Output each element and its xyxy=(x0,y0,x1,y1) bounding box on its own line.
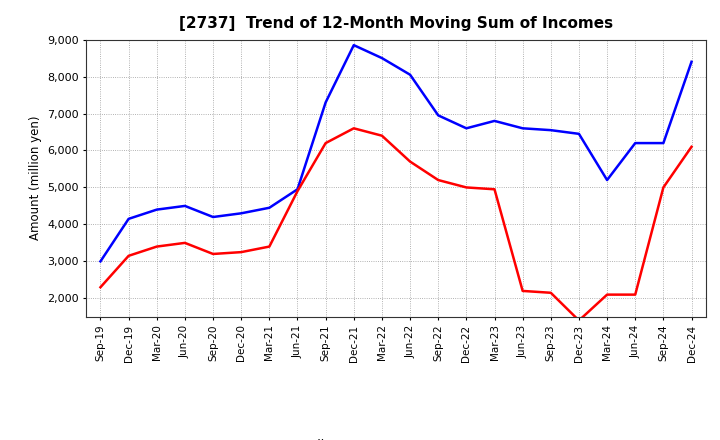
Y-axis label: Amount (million yen): Amount (million yen) xyxy=(29,116,42,240)
Net Income xyxy=(293,188,302,194)
Net Income xyxy=(377,133,386,138)
Ordinary Income xyxy=(434,113,443,118)
Net Income xyxy=(349,126,358,131)
Net Income xyxy=(659,185,667,190)
Ordinary Income xyxy=(518,126,527,131)
Net Income xyxy=(603,292,611,297)
Ordinary Income xyxy=(631,140,639,146)
Line: Ordinary Income: Ordinary Income xyxy=(101,45,691,261)
Ordinary Income xyxy=(181,203,189,209)
Net Income xyxy=(321,140,330,146)
Ordinary Income xyxy=(265,205,274,210)
Net Income xyxy=(125,253,133,258)
Ordinary Income xyxy=(575,131,583,136)
Net Income xyxy=(265,244,274,249)
Ordinary Income xyxy=(406,72,415,77)
Ordinary Income xyxy=(153,207,161,212)
Net Income xyxy=(153,244,161,249)
Ordinary Income xyxy=(603,177,611,183)
Ordinary Income xyxy=(209,214,217,220)
Net Income xyxy=(181,240,189,246)
Line: Net Income: Net Income xyxy=(101,128,691,320)
Ordinary Income xyxy=(659,140,667,146)
Ordinary Income xyxy=(687,59,696,64)
Ordinary Income xyxy=(293,187,302,192)
Net Income xyxy=(434,177,443,183)
Net Income xyxy=(575,318,583,323)
Net Income xyxy=(490,187,499,192)
Ordinary Income xyxy=(377,55,386,61)
Ordinary Income xyxy=(321,100,330,105)
Ordinary Income xyxy=(546,128,555,133)
Net Income xyxy=(406,159,415,164)
Net Income xyxy=(209,251,217,257)
Ordinary Income xyxy=(237,211,246,216)
Net Income xyxy=(462,185,471,190)
Ordinary Income xyxy=(349,43,358,48)
Title: [2737]  Trend of 12-Month Moving Sum of Incomes: [2737] Trend of 12-Month Moving Sum of I… xyxy=(179,16,613,32)
Ordinary Income xyxy=(96,259,105,264)
Net Income xyxy=(96,285,105,290)
Net Income xyxy=(518,288,527,293)
Ordinary Income xyxy=(490,118,499,124)
Ordinary Income xyxy=(462,126,471,131)
Net Income xyxy=(687,144,696,150)
Net Income xyxy=(546,290,555,295)
Net Income xyxy=(237,249,246,255)
Net Income xyxy=(631,292,639,297)
Ordinary Income xyxy=(125,216,133,221)
